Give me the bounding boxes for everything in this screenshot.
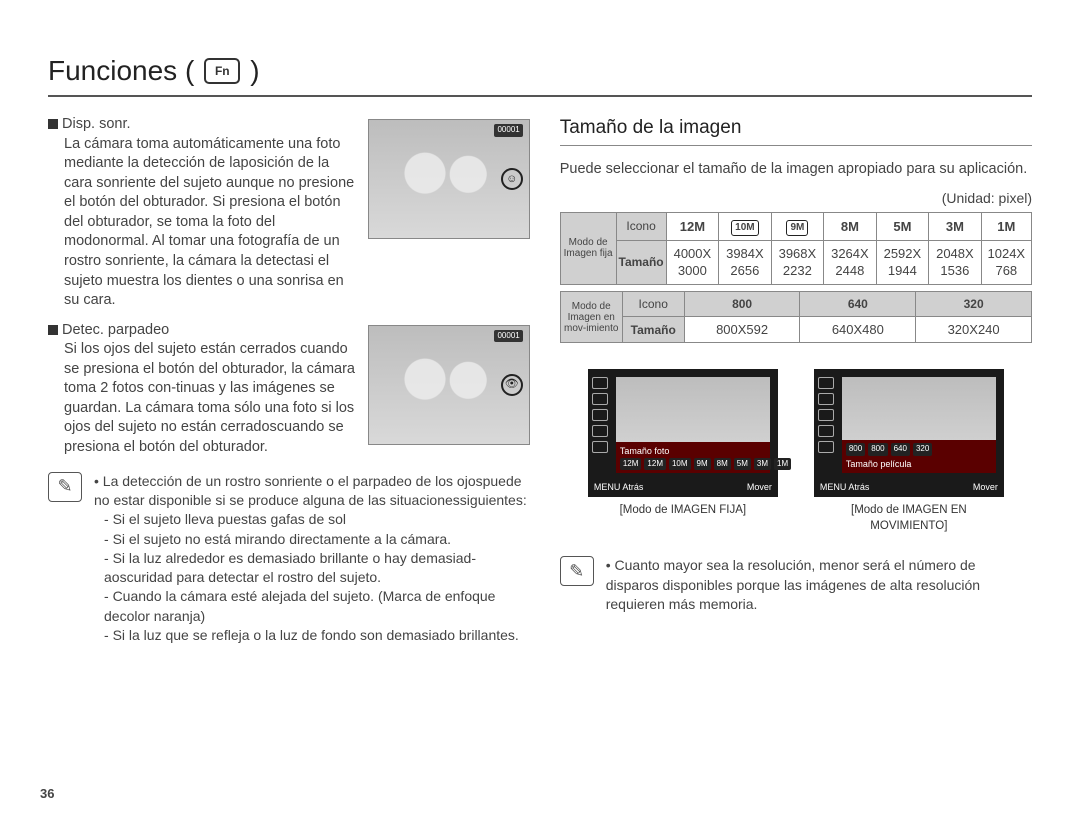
note-block: ✎ La detección de un rostro sonriente o …: [48, 472, 530, 646]
note-item: Si el sujeto no está mirando directament…: [94, 530, 530, 549]
preview-movie: 800800640320 Tamaño película MENU Atrás …: [814, 369, 1004, 534]
note-item: Si el sujeto lleva puestas gafas de sol: [94, 510, 530, 529]
title-text: Funciones (: [48, 55, 194, 87]
size-option: 640: [891, 443, 910, 456]
preview-movie-caption: [Modo de IMAGEN EN MOVIMIENTO]: [814, 503, 1004, 534]
disp-sonr-thumb: 00001 ☺: [368, 119, 530, 239]
note-item: Si la luz que se refleja o la luz de fon…: [94, 626, 530, 645]
note-item: Cuando la cámara esté alejada del sujeto…: [94, 587, 530, 626]
detec-thumb: 00001 👁: [368, 325, 530, 445]
section-intro: Puede seleccionar el tamaño de la imagen…: [560, 160, 1032, 180]
disp-sonr-body: La cámara toma automáticamente una foto …: [48, 135, 358, 311]
size-option: 12M: [644, 458, 666, 471]
thumb-badge: 00001: [494, 124, 522, 137]
size-option: 320: [913, 443, 932, 456]
size-table-movie: Modo de Imagen en mov-imiento Icono 800 …: [560, 291, 1032, 344]
size-option: 10M: [669, 458, 691, 471]
note-icon: ✎: [48, 472, 82, 502]
note2-text: Cuanto mayor sea la resolución, menor se…: [606, 556, 1032, 614]
size-option: 1M: [774, 458, 791, 471]
note-icon: ✎: [560, 556, 594, 586]
preview-still-caption: [Modo de IMAGEN FIJA]: [588, 503, 778, 519]
note-lead: La detección de un rostro sonriente o el…: [94, 472, 530, 511]
t1-tamano: Tamaño: [616, 240, 666, 284]
thumb-badge: 00001: [494, 330, 522, 343]
size-option: 3M: [754, 458, 771, 471]
t2-icono: Icono: [622, 291, 684, 316]
size-option: 800: [868, 443, 887, 456]
t1-icono: Icono: [616, 213, 666, 241]
left-column: Disp. sonr. La cámara toma automáticamen…: [48, 115, 530, 645]
size-option: 9M: [694, 458, 711, 471]
size-table-still: Modo de Imagen fija Icono 12M 10M 9M 8M …: [560, 212, 1032, 285]
size-option: 800: [846, 443, 865, 456]
right-column: Tamaño de la imagen Puede seleccionar el…: [560, 115, 1032, 645]
smile-icon: ☺: [501, 168, 523, 190]
page-title: Funciones ( Fn ): [48, 55, 1032, 97]
disp-sonr-block: Disp. sonr. La cámara toma automáticamen…: [48, 115, 530, 311]
eye-icon: 👁: [501, 374, 523, 396]
size-option: 5M: [734, 458, 751, 471]
size-option: 12M: [620, 458, 642, 471]
detec-heading: Detec. parpadeo: [62, 322, 169, 338]
t2-tamano: Tamaño: [622, 316, 684, 343]
note2-block: ✎ Cuanto mayor sea la resolución, menor …: [560, 556, 1032, 614]
page-number: 36: [40, 786, 54, 801]
bullet-square-icon: [48, 119, 58, 129]
t2-rowlabel: Modo de Imagen en mov-imiento: [560, 291, 622, 343]
preview-still: Tamaño foto 12M12M10M9M8M5M3M1M MENU Atr…: [588, 369, 778, 534]
bullet-square-icon: [48, 325, 58, 335]
title-close: ): [250, 55, 259, 87]
note-item: Si la luz alrededor es demasiado brillan…: [94, 549, 530, 588]
unit-label: (Unidad: pixel): [560, 189, 1032, 208]
section-title: Tamaño de la imagen: [560, 115, 1032, 146]
detec-body: Si los ojos del sujeto están cerrados cu…: [48, 340, 358, 457]
detec-block: Detec. parpadeo Si los ojos del sujeto e…: [48, 321, 530, 458]
t1-rowlabel: Modo de Imagen fija: [560, 213, 616, 285]
disp-sonr-heading: Disp. sonr.: [62, 116, 131, 132]
fn-icon: Fn: [204, 58, 240, 84]
size-option: 8M: [714, 458, 731, 471]
